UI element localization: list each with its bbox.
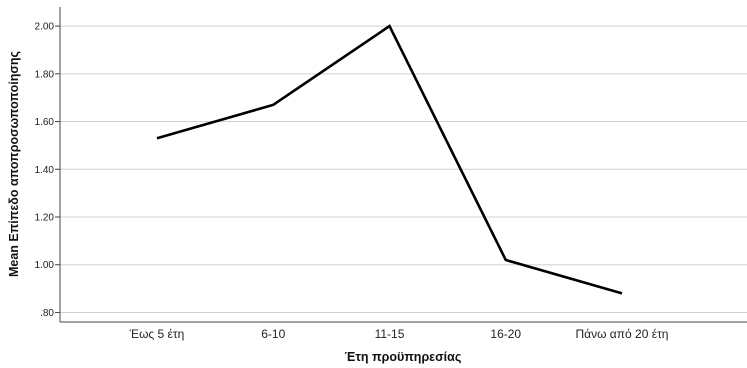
x-tick-label: Πάνω από 20 έτη [576, 327, 669, 341]
y-axis-title: Mean Επίπεδο αποπροσωποποίησης [7, 51, 21, 277]
y-axis-ticks: 2.00 1.80 1.60 1.40 1.20 1.00 .80 [35, 22, 60, 319]
y-tick-label: 1.20 [35, 213, 55, 224]
y-tick-label: 1.60 [35, 117, 55, 128]
y-tick-label: 1.40 [35, 165, 55, 176]
x-axis-ticks: Έως 5 έτη 6-10 11-15 16-20 Πάνω από 20 έτη [129, 327, 669, 341]
series-line [156, 24, 623, 295]
y-tick-label: 1.00 [35, 260, 55, 271]
x-tick-label: 16-20 [490, 327, 521, 341]
x-tick-label: 6-10 [261, 327, 285, 341]
y-tick-label: 2.00 [35, 22, 55, 33]
x-axis-title: Έτη προϋπηρεσίας [345, 350, 462, 364]
y-tick-label: 1.80 [35, 69, 55, 80]
series-layer [156, 24, 623, 295]
y-tick-label: .80 [40, 308, 54, 319]
x-tick-label: Έως 5 έτη [129, 327, 185, 341]
x-tick-label: 11-15 [375, 327, 405, 341]
gridlines [60, 25, 747, 313]
